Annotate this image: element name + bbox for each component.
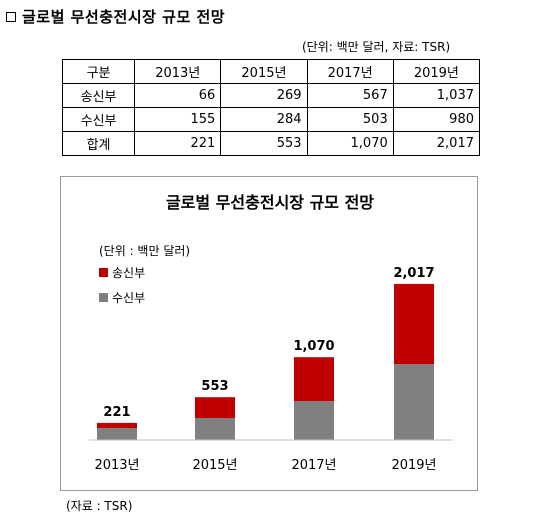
x-tick-label: 2019년 — [391, 458, 436, 473]
legend-label: 수신부 — [112, 291, 145, 305]
row-label: 합계 — [61, 131, 136, 156]
total-data-label: 1,070 — [293, 339, 334, 354]
total-data-label: 221 — [103, 405, 130, 420]
column-header: 2019년 — [392, 59, 481, 84]
table-cell: 980 — [392, 107, 481, 132]
total-data-label: 553 — [201, 379, 228, 394]
chart-source: (자료 : TSR) — [66, 499, 133, 513]
table-row: 송신부 66 269 567 1,037 — [61, 83, 481, 108]
x-tick-label: 2015년 — [192, 458, 237, 473]
table-cell: 553 — [220, 131, 308, 156]
bar-segment-transmitter — [394, 283, 434, 365]
page-title: 글로벌 무선충전시장 규모 전망 — [22, 8, 226, 26]
table-cell: 1,070 — [306, 131, 394, 156]
chart-labels: 221 2013년 553 2015년 1,070 2017년 2,017 2019년 — [94, 266, 436, 473]
legend-swatch — [99, 293, 108, 302]
bar-segment-transmitter — [294, 357, 334, 402]
bar-segment-receiver — [195, 418, 235, 440]
table-cell: 66 — [134, 83, 222, 108]
table-cell: 567 — [306, 83, 394, 108]
bar-segment-receiver — [97, 428, 137, 440]
table-row: 합계 221 553 1,070 2,017 — [61, 131, 481, 156]
chart-unit-label: (단위 : 백만 달러) — [99, 244, 190, 258]
total-data-label: 2,017 — [393, 266, 434, 281]
checkbox-bullet-icon — [6, 11, 16, 22]
bar-segment-receiver — [394, 364, 434, 440]
chart-title: 글로벌 무선충전시장 규모 전망 — [166, 193, 374, 212]
table-cell: 155 — [134, 107, 222, 132]
bar-segment-transmitter — [97, 422, 137, 429]
column-header: 구분 — [61, 59, 136, 84]
table-cell: 1,037 — [392, 83, 481, 108]
table-cell: 2,017 — [392, 131, 481, 156]
legend-label: 송신부 — [112, 266, 145, 280]
table-cell: 284 — [220, 107, 308, 132]
chart-bars — [97, 283, 434, 440]
table-cell: 503 — [306, 107, 394, 132]
table-cell: 269 — [220, 83, 308, 108]
bar-segment-receiver — [294, 401, 334, 440]
legend-swatch — [99, 268, 108, 277]
bar-segment-transmitter — [195, 397, 235, 419]
unit-note: (단위: 백만 달러, 자료: TSR) — [302, 40, 451, 54]
row-label: 수신부 — [61, 107, 136, 132]
table-cell: 221 — [134, 131, 222, 156]
x-tick-label: 2017년 — [291, 458, 336, 473]
page-heading: 글로벌 무선충전시장 규모 전망 — [6, 6, 225, 27]
column-header: 2017년 — [306, 59, 394, 84]
row-label: 송신부 — [61, 83, 136, 108]
table-row: 수신부 155 284 503 980 — [61, 107, 481, 132]
table-header-row: 구분 2013년 2015년 2017년 2019년 — [61, 59, 481, 84]
x-tick-label: 2013년 — [94, 458, 139, 473]
column-header: 2013년 — [134, 59, 222, 84]
column-header: 2015년 — [220, 59, 308, 84]
data-table: 구분 2013년 2015년 2017년 2019년 송신부 66 269 56… — [61, 59, 481, 156]
